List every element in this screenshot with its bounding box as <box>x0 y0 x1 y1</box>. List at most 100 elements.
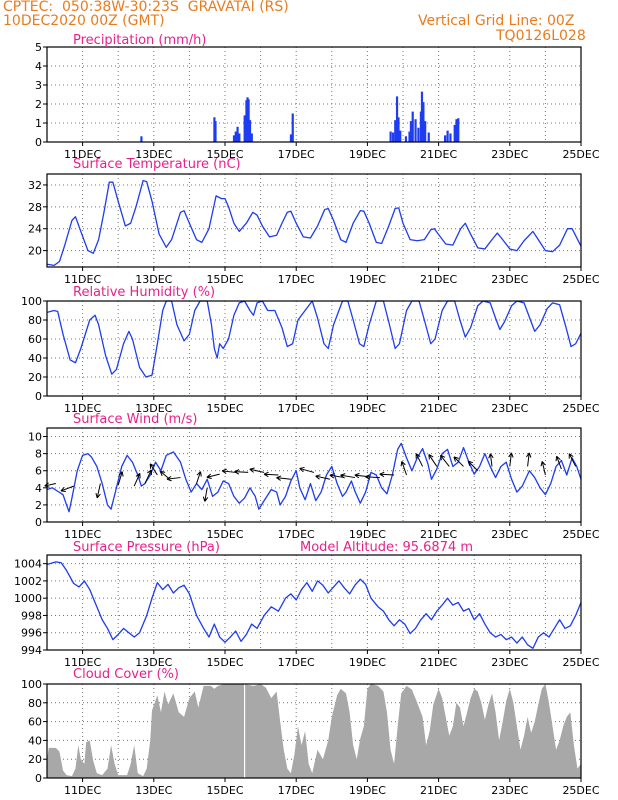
rh-xtick-label: 15DEC <box>206 402 243 415</box>
temp-ytick-label: 24 <box>28 223 42 236</box>
precip-xtick-label: 19DEC <box>349 148 386 161</box>
precip-bar <box>248 120 252 142</box>
pres-series-line <box>46 561 582 649</box>
pres-xtick-label: 23DEC <box>491 656 528 669</box>
temp-xtick-label: 15DEC <box>206 273 243 286</box>
wind-ytick-label: 6 <box>35 465 42 478</box>
temp-title: Surface Temperature (nC) <box>73 157 241 172</box>
wind-xtick-label: 11DEC <box>64 528 101 541</box>
precip-frame <box>46 46 582 143</box>
pres-xtick-label: 19DEC <box>349 656 386 669</box>
precip-ytick-label: 2 <box>35 98 42 111</box>
wind-xtick-label: 25DEC <box>562 528 599 541</box>
precip-bar <box>457 118 460 142</box>
wind-vector <box>508 452 514 467</box>
pres-ytick-label: 1004 <box>14 558 42 571</box>
pres-title: Surface Pressure (hPa) <box>73 540 220 555</box>
precip-bar <box>234 131 237 142</box>
header-grid-note: Vertical Grid Line: 00Z <box>418 13 575 29</box>
cloud-xtick-label: 11DEC <box>64 784 101 797</box>
precip-bar <box>392 132 395 142</box>
precip-bar <box>394 120 397 142</box>
wind-vector <box>315 474 331 480</box>
cloud-ytick-label: 20 <box>28 753 42 766</box>
precip-bar <box>404 136 408 142</box>
wind-ytick-label: 0 <box>35 516 42 529</box>
wind-vector <box>276 475 291 481</box>
pres-xtick-label: 15DEC <box>206 656 243 669</box>
rh-xtick-label: 23DEC <box>491 402 528 415</box>
temp-frame <box>46 173 582 268</box>
wind-xtick-label: 15DEC <box>206 528 243 541</box>
precip-bar <box>408 131 411 142</box>
wind-ytick-label: 2 <box>35 499 42 512</box>
precip-bar <box>289 134 293 142</box>
wind-vector <box>415 453 424 467</box>
wind-vector <box>144 469 152 484</box>
precip-bar <box>453 124 456 142</box>
temp-xtick-label: 13DEC <box>135 273 172 286</box>
wind-vector <box>428 454 438 467</box>
precip-bar <box>250 133 253 142</box>
precip-bar <box>140 136 143 142</box>
wind-vector <box>340 473 356 479</box>
precip-bar <box>409 121 413 142</box>
wind-vector <box>400 461 408 476</box>
wind-ytick-label: 8 <box>35 448 42 461</box>
rh-xtick-label: 13DEC <box>135 402 172 415</box>
precip-bar <box>420 91 424 142</box>
wind-ytick-label: 10 <box>28 431 42 444</box>
wind-vector <box>221 468 236 475</box>
wind-vector <box>202 487 209 502</box>
cloud-ytick-label: 80 <box>28 697 42 710</box>
precip-xtick-label: 11DEC <box>64 148 101 161</box>
wind-vector <box>526 452 532 467</box>
cloud-ytick-label: 40 <box>28 734 42 747</box>
precip-ytick-label: 3 <box>35 79 42 92</box>
wind-vector <box>439 454 450 467</box>
cloud-ytick-label: 100 <box>21 678 42 691</box>
header-run-time: 10DEC2020 00Z (GMT) <box>3 13 165 29</box>
cloud-xtick-label: 19DEC <box>349 784 386 797</box>
precip-bar <box>414 119 417 142</box>
wind-xtick-label: 23DEC <box>491 528 528 541</box>
cloud-xtick-label: 17DEC <box>278 784 315 797</box>
temp-xtick-label: 11DEC <box>64 273 101 286</box>
cloud-xtick-label: 13DEC <box>135 784 172 797</box>
wind-vector <box>117 471 124 486</box>
pres-xtick-label: 25DEC <box>562 656 599 669</box>
wind-vector <box>133 472 141 487</box>
cloud-xtick-label: 23DEC <box>491 784 528 797</box>
precip-bar <box>399 130 402 142</box>
precip-xtick-label: 17DEC <box>278 148 315 161</box>
cloud-xtick-label: 15DEC <box>206 784 243 797</box>
cloud-xtick-label: 21DEC <box>420 784 457 797</box>
precip-xtick-label: 25DEC <box>562 148 599 161</box>
temp-ytick-label: 32 <box>28 179 42 192</box>
rh-xtick-label: 19DEC <box>349 402 386 415</box>
rh-xtick-label: 21DEC <box>420 402 457 415</box>
precip-xtick-label: 13DEC <box>135 148 172 161</box>
temp-xtick-label: 17DEC <box>278 273 315 286</box>
precip-ytick-label: 5 <box>35 41 42 54</box>
cloud-xtick-label: 25DEC <box>562 784 599 797</box>
rh-xtick-label: 17DEC <box>278 402 315 415</box>
wind-xtick-label: 13DEC <box>135 528 172 541</box>
wind-frame <box>46 427 582 523</box>
precip-bar <box>236 126 239 142</box>
precip-bar <box>247 99 250 142</box>
temp-ytick-label: 20 <box>28 245 42 258</box>
cloud-frame <box>46 683 582 779</box>
precip-bar <box>291 113 294 142</box>
wind-series-line <box>46 442 582 513</box>
wind-vector <box>263 471 279 478</box>
precip-ytick-label: 0 <box>35 136 42 149</box>
temp-xtick-label: 25DEC <box>562 273 599 286</box>
rh-ytick-label: 80 <box>28 314 42 327</box>
precip-bar <box>455 119 458 142</box>
temp-ytick-label: 28 <box>28 201 42 214</box>
pres-xtick-label: 11DEC <box>64 656 101 669</box>
pres-ytick-label: 1002 <box>14 575 42 588</box>
wind-vector <box>299 466 315 473</box>
